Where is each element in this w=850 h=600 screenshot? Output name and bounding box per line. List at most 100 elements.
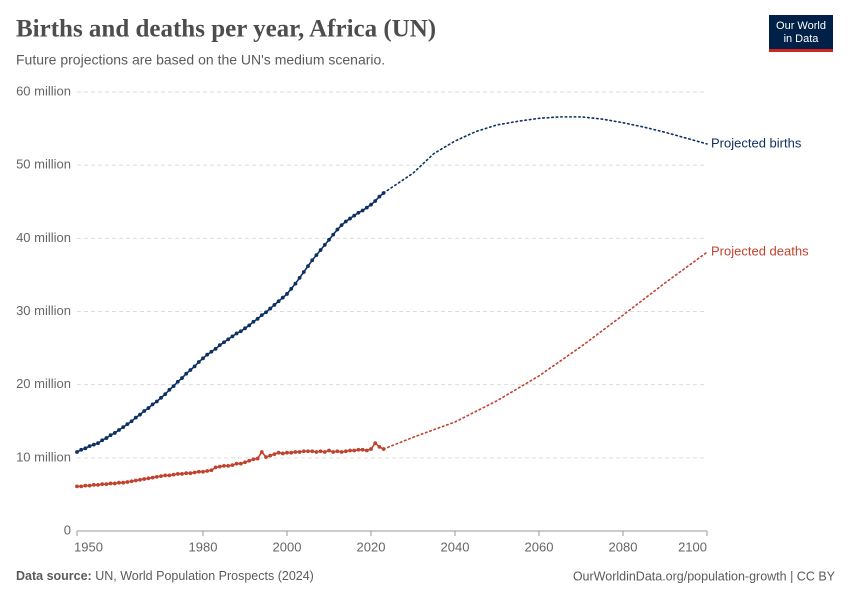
data-point <box>343 219 348 224</box>
data-point <box>222 463 226 468</box>
data-point <box>264 310 268 315</box>
data-point <box>280 295 285 300</box>
data-point <box>276 299 281 304</box>
data-point <box>251 319 256 324</box>
data-point <box>310 258 315 263</box>
data-point <box>209 468 214 473</box>
data-point <box>108 433 113 438</box>
chart-title: Births and deaths per year, Africa (UN) <box>16 16 436 43</box>
data-point <box>163 473 168 478</box>
data-point <box>339 450 344 454</box>
data-point <box>87 483 92 488</box>
x-tick-label: 1980 <box>189 539 218 554</box>
logo-text: in Data <box>784 33 820 45</box>
footer-link[interactable]: OurWorldinData.org/population-growth | C… <box>573 569 836 583</box>
data-point <box>255 316 260 321</box>
data-point <box>96 483 100 487</box>
data-point <box>213 346 218 351</box>
data-point <box>75 484 79 489</box>
data-point <box>247 323 252 328</box>
data-point <box>167 387 172 392</box>
source-text: UN, World Population Prospects (2024) <box>95 569 314 583</box>
y-tick-label: 60 million <box>16 83 71 98</box>
data-point <box>364 448 369 453</box>
logo-text: Our World <box>776 20 826 32</box>
data-point <box>222 340 226 345</box>
data-point <box>175 472 180 476</box>
logo-bar <box>769 49 833 52</box>
data-point <box>377 194 382 199</box>
data-point <box>264 455 268 460</box>
data-point <box>96 441 100 446</box>
data-point <box>150 475 155 480</box>
data-point <box>348 448 352 453</box>
data-point <box>327 237 331 242</box>
data-point <box>318 248 323 252</box>
data-point <box>331 232 336 237</box>
data-point <box>146 406 151 410</box>
series-line <box>382 251 708 450</box>
data-point <box>91 483 96 487</box>
data-point <box>79 484 84 489</box>
data-point <box>230 334 235 339</box>
data-point <box>201 469 205 474</box>
x-tick-label: 1950 <box>74 539 103 554</box>
data-point <box>268 453 273 458</box>
logo-box <box>769 15 833 51</box>
data-point <box>322 243 327 247</box>
data-point <box>112 431 117 435</box>
data-point <box>226 463 231 468</box>
data-point <box>318 449 323 454</box>
data-point <box>83 446 88 451</box>
data-point <box>238 329 243 334</box>
data-point <box>293 281 298 286</box>
data-point <box>201 356 205 361</box>
data-point <box>280 451 285 456</box>
data-point <box>205 352 210 357</box>
data-point <box>352 448 357 453</box>
data-point <box>188 471 193 476</box>
data-point <box>339 223 344 228</box>
data-point <box>314 450 319 454</box>
data-point <box>91 442 96 447</box>
data-point <box>217 343 222 348</box>
data-point <box>196 360 201 364</box>
data-point <box>100 482 105 487</box>
data-point <box>133 478 138 483</box>
data-point <box>356 447 361 452</box>
data-point <box>356 210 361 215</box>
data-point <box>154 474 159 479</box>
y-tick-label: 10 million <box>16 449 71 464</box>
data-point <box>251 457 256 462</box>
data-point <box>322 450 327 454</box>
y-tick-label: 50 million <box>16 157 71 172</box>
logo[interactable]: Our World in Data <box>769 15 833 52</box>
data-point <box>331 450 336 454</box>
y-tick-label: 40 million <box>16 230 71 245</box>
data-point <box>234 331 239 336</box>
data-point <box>293 450 298 454</box>
data-point <box>196 469 201 474</box>
data-point <box>129 419 134 424</box>
data-point <box>129 479 134 484</box>
data-point <box>159 474 163 479</box>
data-point <box>125 422 130 427</box>
chart-subtitle: Future projections are based on the UN's… <box>16 52 385 68</box>
x-tick-label: 2100 <box>678 539 707 554</box>
data-point <box>297 450 302 454</box>
data-point <box>230 463 235 468</box>
data-point <box>373 199 378 203</box>
data-point <box>289 286 294 291</box>
series-label: Projected births <box>711 135 802 150</box>
data-point <box>180 472 184 476</box>
x-tick-label: 2020 <box>357 539 386 554</box>
data-point <box>184 471 189 476</box>
data-point <box>343 449 348 454</box>
data-point <box>243 326 247 331</box>
data-point <box>377 444 382 449</box>
y-tick-label: 20 million <box>16 376 71 391</box>
data-point <box>310 449 315 454</box>
data-point <box>167 473 172 478</box>
data-point <box>142 409 147 413</box>
